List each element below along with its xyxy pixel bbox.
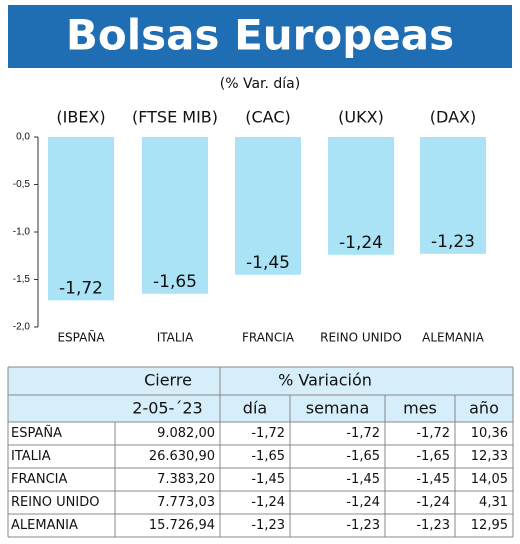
x-tick-label: REINO UNIDO xyxy=(320,331,402,345)
x-tick-label: ALEMANIA xyxy=(422,331,485,345)
y-tick-label: -1,0 xyxy=(13,227,31,238)
table-header: % Variación xyxy=(278,371,372,390)
y-tick-label: 0,0 xyxy=(16,132,30,143)
table-cell: -1,65 xyxy=(346,449,380,464)
value-label: -1,24 xyxy=(339,233,383,253)
chart-subtitle: (% Var. día) xyxy=(220,76,300,92)
table-cell: -1,72 xyxy=(416,426,450,441)
table-cell: 12,95 xyxy=(471,518,508,533)
table-cell: -1,72 xyxy=(346,426,380,441)
table-cell: 9.082,00 xyxy=(157,426,215,441)
value-label: -1,23 xyxy=(431,232,475,252)
table-cell: -1,24 xyxy=(416,495,450,510)
table-cell: -1,24 xyxy=(251,495,285,510)
table-cell: FRANCIA xyxy=(11,472,68,487)
table-cell: 10,36 xyxy=(471,426,508,441)
table-header: día xyxy=(243,399,267,418)
table-cell: -1,45 xyxy=(251,472,285,487)
x-tick-label: FRANCIA xyxy=(242,331,295,345)
table-header: año xyxy=(469,399,499,418)
table-cell: 12,33 xyxy=(471,449,508,464)
value-label: -1,45 xyxy=(246,253,290,273)
table-cell: -1,45 xyxy=(346,472,380,487)
value-label: -1,72 xyxy=(59,278,103,298)
table-cell: 26.630,90 xyxy=(149,449,215,464)
table-cell: 15.726,94 xyxy=(149,518,215,533)
index-label: (UKX) xyxy=(338,108,384,127)
bar xyxy=(420,137,486,254)
bar xyxy=(235,137,301,275)
table-cell: -1,65 xyxy=(251,449,285,464)
table-header: Cierre xyxy=(144,371,192,390)
chart-title: Bolsas Europeas xyxy=(66,11,454,60)
table-cell: 14,05 xyxy=(471,472,508,487)
x-tick-label: ESPAÑA xyxy=(57,330,105,345)
bar xyxy=(142,137,208,294)
table-cell: REINO UNIDO xyxy=(11,495,100,510)
table-cell: -1,23 xyxy=(346,518,380,533)
index-label: (DAX) xyxy=(430,108,476,127)
bar xyxy=(48,137,114,301)
table-cell: -1,72 xyxy=(251,426,285,441)
y-tick-label: -1,5 xyxy=(13,274,31,285)
table-cell: 7.773,03 xyxy=(157,495,215,510)
x-tick-label: ITALIA xyxy=(157,331,194,345)
table-cell: ITALIA xyxy=(11,449,51,464)
index-label: (IBEX) xyxy=(56,108,105,127)
title-banner xyxy=(8,5,512,68)
table-cell: 4,31 xyxy=(479,495,508,510)
table-cell: ESPAÑA xyxy=(11,425,62,441)
y-tick-label: -2,0 xyxy=(13,322,31,333)
y-tick-label: -0,5 xyxy=(13,179,31,190)
table-cell: ALEMANIA xyxy=(11,518,78,533)
table-cell: -1,45 xyxy=(416,472,450,487)
table-header: mes xyxy=(403,399,437,418)
table-cell: -1,65 xyxy=(416,449,450,464)
value-label: -1,65 xyxy=(153,272,197,292)
index-label: (FTSE MIB) xyxy=(132,108,218,127)
table-cell: -1,23 xyxy=(251,518,285,533)
table-cell: 7.383,20 xyxy=(157,472,215,487)
index-label: (CAC) xyxy=(245,108,291,127)
table-header: 2-05-´23 xyxy=(132,399,202,418)
table-header: semana xyxy=(306,399,370,418)
table-cell: -1,24 xyxy=(346,495,380,510)
bar xyxy=(328,137,394,255)
table-cell: -1,23 xyxy=(416,518,450,533)
